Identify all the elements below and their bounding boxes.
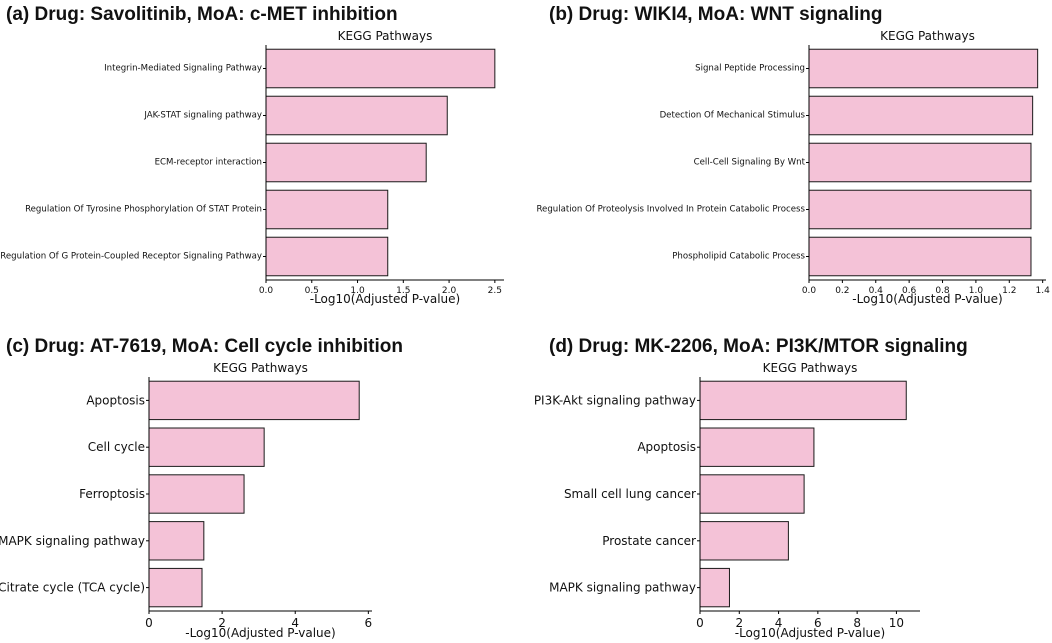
bar-d-4[interactable] <box>699 521 789 561</box>
bar-d-5[interactable] <box>699 567 730 608</box>
panel-title-c: (c) Drug: AT-7619, MoA: Cell cycle inhib… <box>6 336 403 357</box>
xtick-label-b-8: 1.4 <box>1035 286 1050 296</box>
xtick-label-d-6: 10 <box>889 616 904 630</box>
xtick-label-d-4: 6 <box>814 616 822 630</box>
xtick-label-b-3: 0.4 <box>869 286 884 296</box>
xtick-label-a-6: 2.5 <box>488 286 502 296</box>
bar-a-2[interactable] <box>265 95 448 136</box>
xtick-label-b-1: 0.0 <box>802 286 817 296</box>
category-label-a-2: JAK-STAT signaling pathway <box>143 111 262 121</box>
xtick-label-b-5: 0.8 <box>935 286 950 296</box>
bar-b-2[interactable] <box>808 95 1034 136</box>
category-label-a-3: ECM-receptor interaction <box>155 158 262 168</box>
category-label-b-5: Phospholipid Catabolic Process <box>672 252 805 262</box>
category-label-d-5: MAPK signaling pathway <box>549 581 696 595</box>
bar-a-1[interactable] <box>265 48 496 89</box>
chart-subtitle-c: KEGG Pathways <box>213 361 308 375</box>
xtick-label-a-3: 1.0 <box>350 286 365 296</box>
category-label-a-1: Integrin-Mediated Signaling Pathway <box>104 64 262 74</box>
category-label-b-4: Regulation Of Proteolysis Involved In Pr… <box>536 205 805 215</box>
xtick-label-a-1: 0.0 <box>259 286 274 296</box>
xtick-label-d-1: 0 <box>696 616 704 630</box>
bar-d-2[interactable] <box>699 427 815 467</box>
xtick-label-a-4: 1.5 <box>396 286 410 296</box>
bar-c-3[interactable] <box>148 474 245 514</box>
bar-d-1[interactable] <box>699 380 907 421</box>
x-axis-label-b: -Log10(Adjusted P-value) <box>852 292 1002 306</box>
xtick-label-c-1: 0 <box>145 616 153 630</box>
category-label-d-2: Apoptosis <box>637 440 696 454</box>
xtick-label-a-2: 0.5 <box>305 286 319 296</box>
x-axis-label-d: -Log10(Adjusted P-value) <box>735 626 885 640</box>
bar-b-1[interactable] <box>808 48 1039 89</box>
bar-b-5[interactable] <box>808 236 1032 277</box>
category-label-a-4: Regulation Of Tyrosine Phosphorylation O… <box>25 205 262 215</box>
category-label-c-4: MAPK signaling pathway <box>0 534 145 548</box>
xtick-label-d-3: 4 <box>775 616 783 630</box>
xtick-label-b-2: 0.2 <box>835 286 849 296</box>
bar-a-3[interactable] <box>265 142 427 183</box>
chart-subtitle-b: KEGG Pathways <box>880 29 975 43</box>
panel-title-d: (d) Drug: MK-2206, MoA: PI3K/MTOR signal… <box>549 336 968 357</box>
category-label-d-4: Prostate cancer <box>602 534 696 548</box>
category-label-c-3: Ferroptosis <box>79 487 145 501</box>
chart-subtitle-d: KEGG Pathways <box>763 361 858 375</box>
xtick-label-b-7: 1.2 <box>1002 286 1016 296</box>
bar-a-4[interactable] <box>265 189 389 230</box>
category-label-b-3: Cell-Cell Signaling By Wnt <box>694 158 806 168</box>
bar-b-4[interactable] <box>808 189 1032 230</box>
xtick-label-b-6: 1.0 <box>969 286 984 296</box>
panel-title-b: (b) Drug: WIKI4, MoA: WNT signaling <box>549 4 883 25</box>
bar-d-3[interactable] <box>699 474 805 514</box>
category-label-c-1: Apoptosis <box>86 393 145 407</box>
panel-title-a: (a) Drug: Savolitinib, MoA: c-MET inhibi… <box>6 4 398 25</box>
xtick-label-c-4: 6 <box>365 616 373 630</box>
category-label-d-3: Small cell lung cancer <box>564 487 696 501</box>
x-axis-label-a: -Log10(Adjusted P-value) <box>310 292 460 306</box>
bar-c-4[interactable] <box>148 521 205 561</box>
bar-c-5[interactable] <box>148 567 203 608</box>
bar-c-1[interactable] <box>148 380 360 421</box>
bar-c-2[interactable] <box>148 427 265 467</box>
category-label-b-2: Detection Of Mechanical Stimulus <box>660 111 806 121</box>
xtick-label-c-3: 4 <box>291 616 299 630</box>
xtick-label-d-5: 8 <box>853 616 861 630</box>
xtick-label-d-2: 2 <box>735 616 743 630</box>
xtick-label-c-2: 2 <box>218 616 226 630</box>
category-label-b-1: Signal Peptide Processing <box>695 64 805 74</box>
bar-b-3[interactable] <box>808 142 1032 183</box>
xtick-label-a-5: 2.0 <box>442 286 457 296</box>
chart-subtitle-a: KEGG Pathways <box>338 29 433 43</box>
xtick-label-b-4: 0.6 <box>902 286 917 296</box>
category-label-d-1: PI3K-Akt signaling pathway <box>534 393 696 407</box>
category-label-c-5: Citrate cycle (TCA cycle) <box>0 581 145 595</box>
category-label-a-5: Regulation Of G Protein-Coupled Receptor… <box>0 252 262 262</box>
category-label-c-2: Cell cycle <box>88 440 145 454</box>
x-axis-label-c: -Log10(Adjusted P-value) <box>185 626 335 640</box>
bar-a-5[interactable] <box>265 236 389 277</box>
